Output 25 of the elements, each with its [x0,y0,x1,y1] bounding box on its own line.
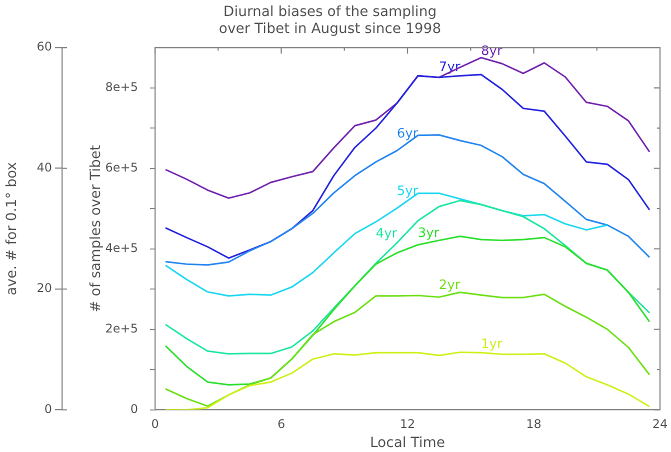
x-tick-label: 6 [277,417,286,432]
series-label: 1yr [481,336,503,352]
x-tick-label: 24 [652,417,668,432]
x-tick-label: 0 [151,417,159,432]
series-label: 2yr [438,278,461,294]
y-tick-label: 0 [130,402,138,416]
series-label: 8yr [481,44,503,60]
y-axis-title: # of samples over Tibet [88,144,104,312]
x-axis-title: Local Time [370,435,445,452]
series-label: 5yr [396,184,419,200]
y-tick-label: 2e+5 [105,321,138,336]
y2-tick-label: 40 [36,160,52,174]
y2-axis-title: ave. # for 0.1° box [4,162,20,296]
x-tick-label: 18 [526,417,542,432]
series-label: 6yr [396,126,419,142]
y2-tick-label: 20 [36,281,52,296]
series-label: 4yr [376,226,398,242]
y2-tick-label: 0 [44,402,52,416]
x-tick-label: 12 [400,417,416,432]
chart-title: Diurnal biases of the sampling over Tibet in August since 1998 [218,4,442,37]
y-tick-label: 4e+5 [105,240,138,255]
series-label: 3yr [418,226,440,241]
y-tick-label: 8e+5 [105,80,138,94]
y-tick-label: 6e+5 [105,160,138,174]
y2-tick-label: 60 [36,40,52,54]
